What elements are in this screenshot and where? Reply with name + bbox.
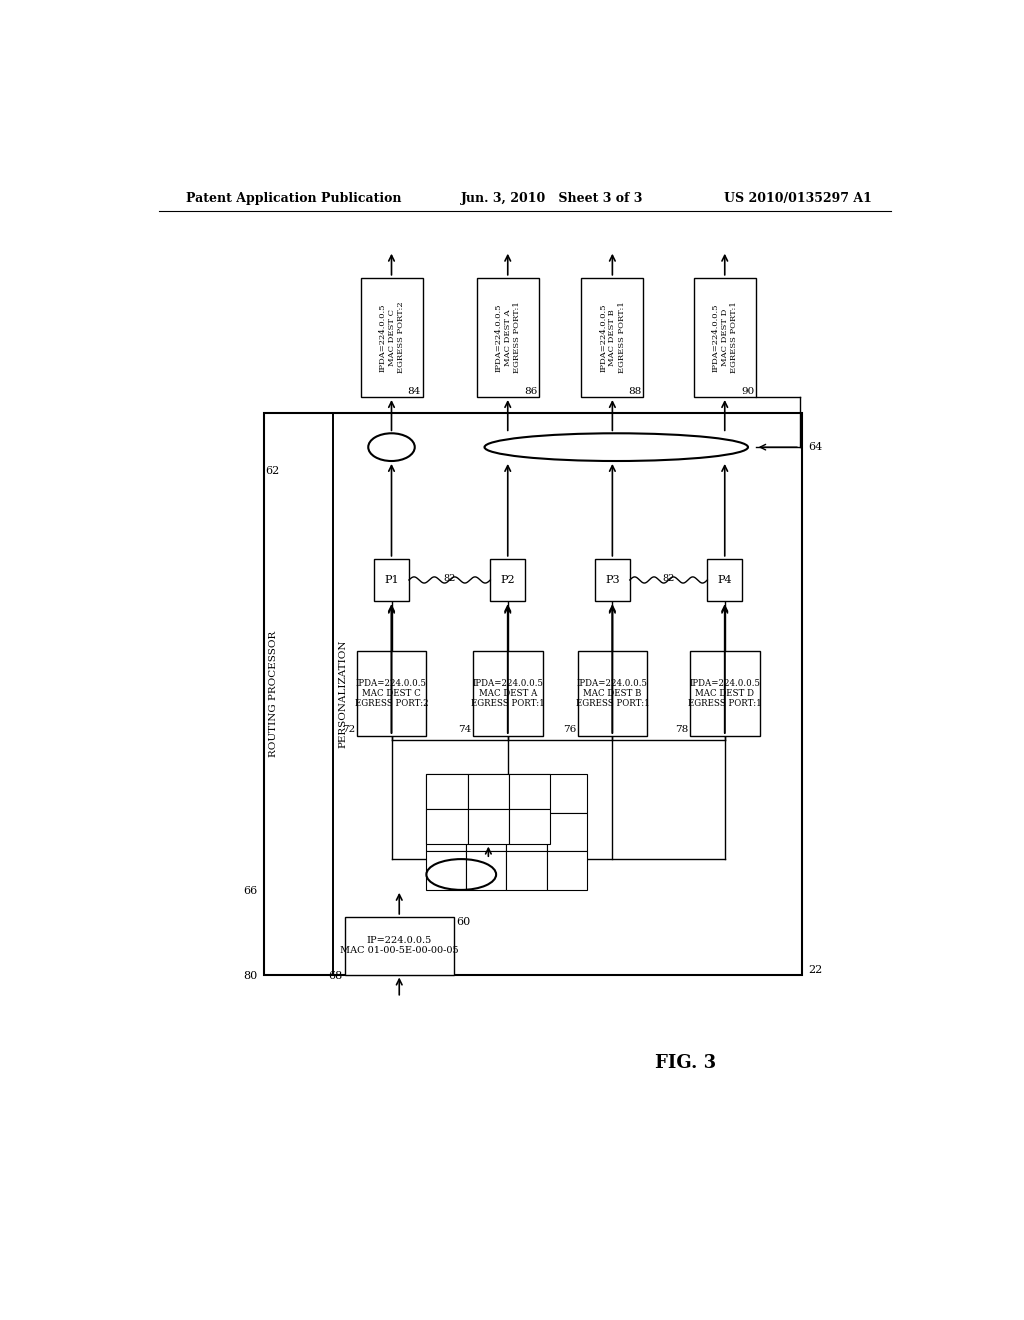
Bar — [507, 813, 547, 851]
Bar — [334, 413, 802, 974]
Bar — [578, 651, 647, 737]
Bar — [507, 775, 547, 813]
Text: 82: 82 — [663, 574, 675, 583]
Bar — [466, 813, 507, 851]
Bar — [507, 851, 547, 890]
Text: 76: 76 — [563, 726, 575, 734]
Bar — [509, 775, 550, 809]
Text: 74: 74 — [458, 726, 471, 734]
Text: 86: 86 — [524, 387, 538, 396]
Text: P3: P3 — [605, 576, 620, 585]
Bar — [547, 851, 587, 890]
Text: PERSONALIZATION: PERSONALIZATION — [339, 639, 348, 748]
Text: IPDA=224.0.0.5
MAC DEST B
EGRESS PORT:1: IPDA=224.0.0.5 MAC DEST B EGRESS PORT:1 — [575, 678, 649, 709]
Bar — [690, 651, 760, 737]
Bar — [263, 413, 334, 974]
Text: 82: 82 — [443, 574, 456, 583]
Text: IPDA=224.0.0.5
MAC DEST C
EGRESS PORT:2: IPDA=224.0.0.5 MAC DEST C EGRESS PORT:2 — [354, 678, 428, 709]
Text: IPDA=224.0.0.5
MAC DEST A
EGRESS PORT:1: IPDA=224.0.0.5 MAC DEST A EGRESS PORT:1 — [471, 678, 545, 709]
Bar — [426, 809, 468, 843]
Bar — [582, 277, 643, 397]
Text: 90: 90 — [741, 387, 755, 396]
Text: P4: P4 — [718, 576, 732, 585]
Text: P2: P2 — [501, 576, 515, 585]
Bar — [374, 558, 409, 601]
Bar — [466, 851, 507, 890]
Bar — [490, 558, 525, 601]
Bar — [509, 809, 550, 843]
Text: Jun. 3, 2010   Sheet 3 of 3: Jun. 3, 2010 Sheet 3 of 3 — [461, 191, 644, 205]
Bar — [426, 851, 466, 890]
Text: 64: 64 — [809, 442, 822, 453]
Text: IPDA=224.0.0.5
MAC DEST D
EGRESS PORT:1: IPDA=224.0.0.5 MAC DEST D EGRESS PORT:1 — [688, 678, 762, 709]
Bar — [708, 558, 742, 601]
Text: 72: 72 — [342, 726, 355, 734]
Bar — [466, 775, 507, 813]
Bar — [547, 813, 587, 851]
Bar — [360, 277, 423, 397]
Text: FIG. 3: FIG. 3 — [655, 1055, 717, 1072]
Bar — [547, 775, 587, 813]
Text: Patent Application Publication: Patent Application Publication — [186, 191, 401, 205]
Bar — [426, 813, 466, 851]
Text: P1: P1 — [384, 576, 398, 585]
Bar — [356, 651, 426, 737]
Text: IP=224.0.0.5
MAC 01-00-5E-00-00-05: IP=224.0.0.5 MAC 01-00-5E-00-00-05 — [340, 936, 459, 956]
Text: 84: 84 — [408, 387, 421, 396]
Text: ROUTING PROCESSOR: ROUTING PROCESSOR — [269, 631, 279, 756]
Text: IPDA=224.0.0.5
MAC DEST A
EGRESS PORT:1: IPDA=224.0.0.5 MAC DEST A EGRESS PORT:1 — [495, 301, 521, 374]
Bar — [595, 558, 630, 601]
Text: US 2010/0135297 A1: US 2010/0135297 A1 — [724, 191, 872, 205]
Text: 78: 78 — [675, 726, 688, 734]
Text: 88: 88 — [629, 387, 642, 396]
Bar — [345, 917, 454, 974]
Text: IPDA=224.0.0.5
MAC DEST D
EGRESS PORT:1: IPDA=224.0.0.5 MAC DEST D EGRESS PORT:1 — [712, 301, 738, 374]
Bar — [468, 809, 509, 843]
Bar — [477, 277, 539, 397]
Text: 68: 68 — [329, 970, 343, 981]
Bar — [426, 775, 466, 813]
Text: 80: 80 — [243, 970, 257, 981]
Text: IPDA=224.0.0.5
MAC DEST C
EGRESS PORT:2: IPDA=224.0.0.5 MAC DEST C EGRESS PORT:2 — [378, 301, 404, 374]
Text: 66: 66 — [243, 886, 257, 896]
Bar — [473, 651, 543, 737]
Bar — [426, 775, 468, 809]
Text: 22: 22 — [809, 965, 822, 974]
Bar — [693, 277, 756, 397]
Text: IPDA=224.0.0.5
MAC DEST B
EGRESS PORT:1: IPDA=224.0.0.5 MAC DEST B EGRESS PORT:1 — [599, 301, 626, 374]
Bar — [468, 775, 509, 809]
Text: 62: 62 — [265, 466, 280, 477]
Bar — [263, 413, 802, 974]
Text: 60: 60 — [456, 917, 470, 927]
